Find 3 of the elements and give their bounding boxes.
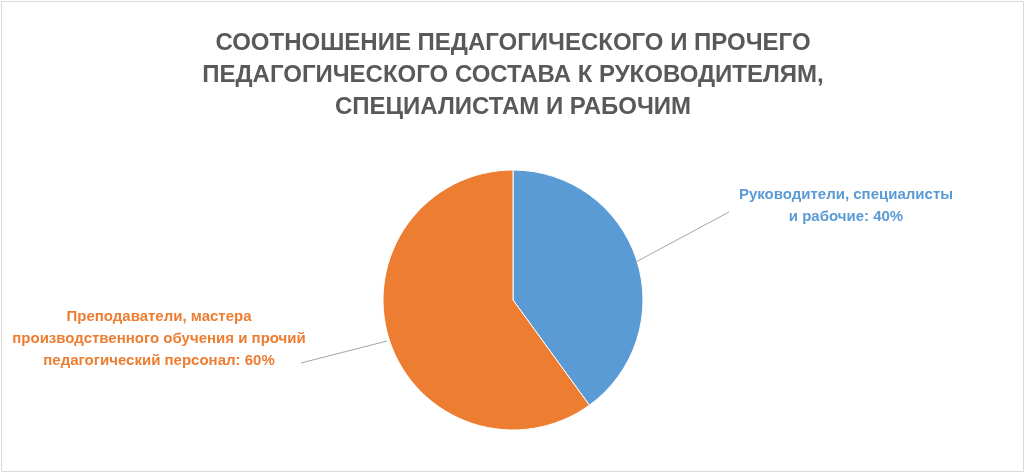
chart-title: СООТНОШЕНИЕ ПЕДАГОГИЧЕСКОГО И ПРОЧЕГО ПЕДАГОГИЧЕСКОГО СОСТАВА К РУКОВОДИТЕЛЯМ, СПЕЦИАЛИСТАМ И РАБОЧИМ: [202, 28, 824, 119]
slice-label: Преподаватели, мастера производственного обучения и прочий педагогический персонал: 60%: [12, 307, 306, 368]
slice-label: Руководители, специалисты и рабочие: 40%: [738, 185, 954, 224]
